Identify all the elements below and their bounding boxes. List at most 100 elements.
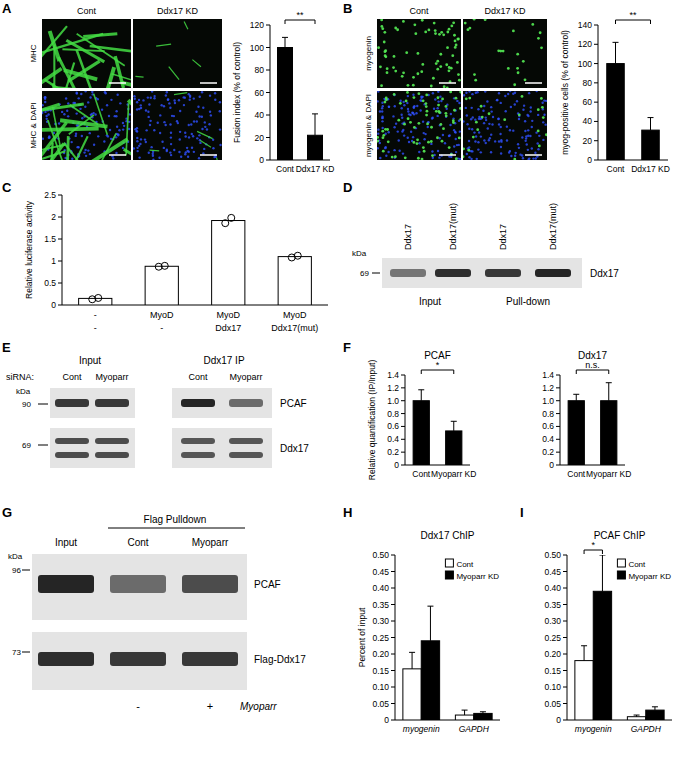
y-axis-label: Fusion index (% of control)	[232, 42, 242, 143]
nucleus-stain	[386, 128, 389, 131]
nucleus	[392, 115, 394, 117]
nucleus-stain	[453, 34, 456, 37]
nucleus	[446, 108, 448, 110]
band	[110, 575, 166, 593]
nucleus	[506, 125, 508, 127]
nucleus-stain	[450, 67, 453, 70]
nucleus	[377, 128, 379, 130]
fiber	[62, 49, 104, 51]
y-tick-label: 0.4	[387, 434, 399, 444]
nucleus	[456, 100, 458, 102]
nucleus-stain	[439, 123, 442, 126]
panel-label: F	[343, 340, 351, 355]
error-bar	[418, 390, 424, 401]
panel-label: B	[343, 1, 352, 16]
nucleus-stain	[459, 107, 461, 110]
y-tick-label: 0.45	[372, 567, 389, 577]
nucleus-stain	[405, 99, 408, 102]
nucleus	[168, 102, 170, 104]
nucleus	[97, 135, 99, 137]
y-tick-label: 0.8	[387, 409, 399, 419]
nucleus	[459, 130, 461, 132]
nucleus	[149, 120, 151, 122]
blot-membrane	[382, 258, 582, 288]
nucleus	[190, 123, 192, 125]
nucleus	[202, 107, 204, 109]
nucleus	[468, 150, 470, 152]
nucleus-stain	[417, 92, 420, 95]
y-tick	[391, 654, 395, 655]
nucleus-stain	[425, 114, 428, 117]
y-tick-label: 0.20	[372, 649, 389, 659]
y-tick	[266, 92, 270, 93]
nucleus	[466, 153, 468, 155]
significance: **	[629, 10, 637, 20]
error-bar	[462, 710, 468, 715]
nucleus	[179, 138, 181, 140]
nucleus-stain	[453, 109, 456, 112]
nucleus	[442, 134, 444, 136]
nucleus-stain	[380, 19, 383, 21]
nucleus-stain	[425, 102, 428, 105]
nucleus	[84, 149, 86, 151]
nucleus	[170, 154, 172, 156]
y-axis-label: Relative quantification (IP/Input)	[367, 360, 377, 481]
y-tick-label: 0	[384, 715, 389, 725]
nucleus	[470, 118, 472, 120]
nucleus	[466, 114, 468, 116]
nucleus	[505, 110, 507, 112]
error-bar	[648, 118, 654, 131]
nucleus	[516, 100, 518, 102]
nucleus	[196, 137, 198, 139]
chart: 00.050.100.150.200.250.300.350.400.450.5…	[357, 530, 500, 734]
nucleus-stain	[446, 46, 449, 49]
nucleus-stain	[513, 83, 516, 86]
nucleus	[470, 150, 472, 152]
panel-label: G	[2, 505, 12, 520]
nucleus	[524, 140, 526, 142]
y-tick	[401, 465, 405, 466]
replicate-point	[95, 294, 102, 301]
nucleus-stain	[475, 121, 478, 124]
nucleus-stain	[393, 93, 396, 96]
nucleus-stain	[444, 112, 447, 115]
nucleus	[490, 151, 492, 153]
nucleus-stain	[458, 137, 461, 140]
nucleus	[170, 143, 172, 145]
nucleus	[150, 146, 152, 148]
nucleus	[532, 157, 534, 159]
y-tick-label: 140	[578, 20, 592, 30]
fiber	[192, 60, 201, 67]
nucleus	[480, 151, 482, 153]
y-tick-label: 0.50	[544, 550, 561, 560]
nucleus	[406, 102, 408, 104]
image-background	[42, 91, 131, 160]
bar	[455, 715, 473, 720]
nucleus-stain	[468, 97, 471, 100]
y-tick-label: 2	[51, 212, 56, 222]
error-bar	[480, 712, 486, 714]
band-label: Ddx17	[590, 268, 619, 279]
nucleus	[199, 142, 201, 144]
y-tick-label: 0.45	[544, 567, 561, 577]
nucleus	[388, 131, 390, 133]
nucleus	[152, 159, 154, 160]
nucleus	[468, 140, 470, 142]
nucleus	[212, 147, 214, 149]
error-bar	[573, 394, 579, 400]
y-tick-label: 80	[583, 78, 593, 88]
y-tick	[391, 588, 395, 589]
nucleus-stain	[450, 25, 453, 28]
nucleus	[199, 96, 201, 98]
band-label: Flag-Ddx17	[254, 654, 306, 665]
x-tick-label: -	[94, 310, 97, 320]
nucleus-stain	[416, 138, 419, 141]
nucleus	[456, 144, 458, 146]
nucleus	[147, 111, 149, 113]
nucleus	[109, 129, 111, 131]
band	[181, 399, 215, 407]
fiber	[52, 107, 60, 148]
nucleus-stain	[459, 91, 461, 93]
nucleus	[436, 115, 438, 117]
nucleus	[413, 105, 415, 107]
